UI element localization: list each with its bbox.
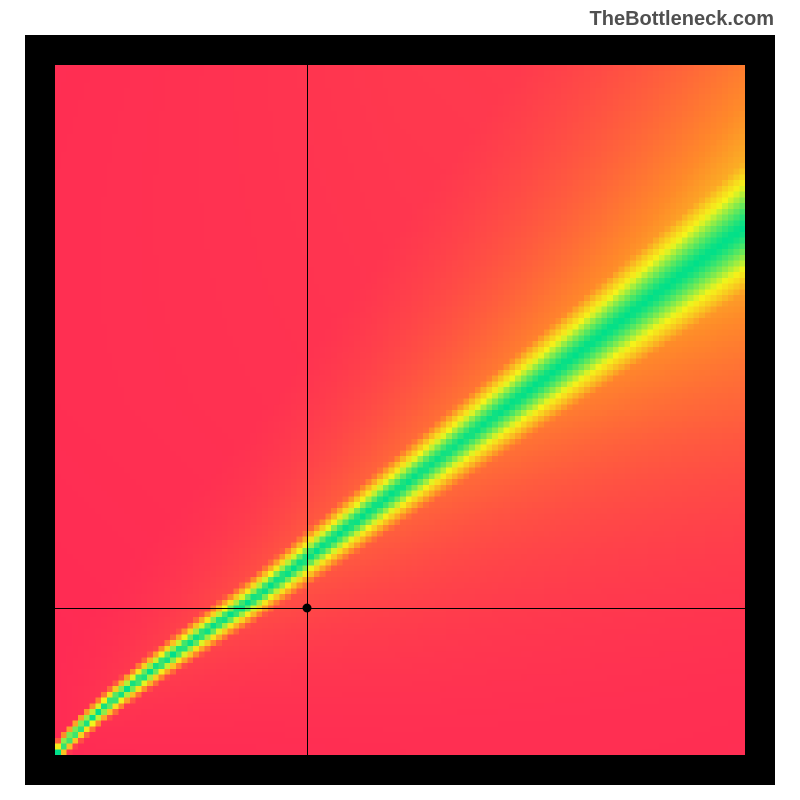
attribution-text: TheBottleneck.com [590,8,774,31]
heatmap-canvas [55,65,745,755]
heatmap-plot [55,65,745,755]
chart-frame [25,35,775,785]
